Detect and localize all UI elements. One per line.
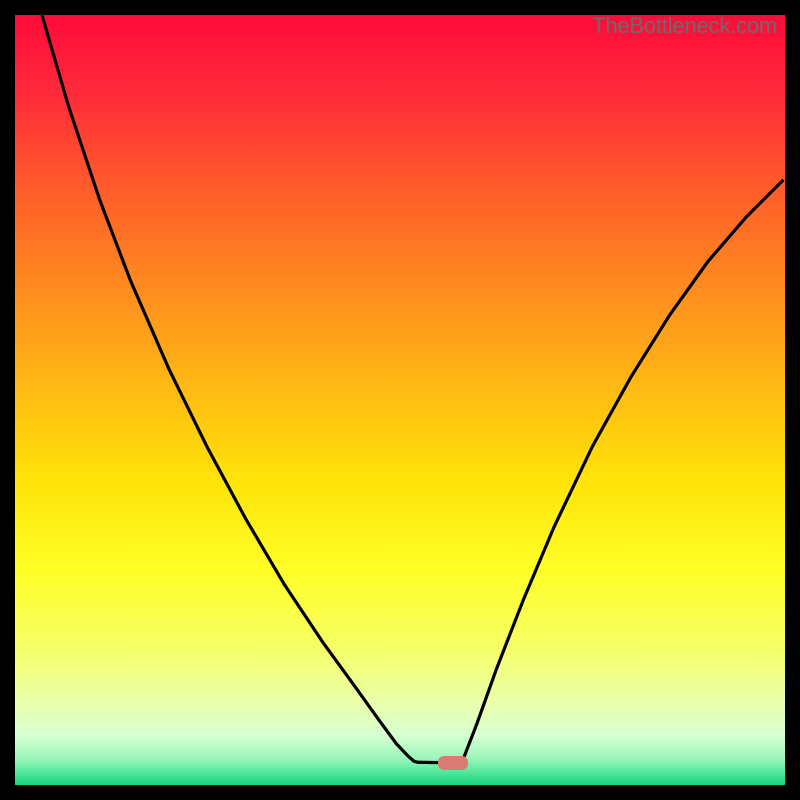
optimum-marker — [438, 756, 468, 770]
watermark-text: TheBottleneck.com — [592, 13, 777, 39]
plot-area: TheBottleneck.com — [15, 15, 785, 785]
bottleneck-curve — [15, 15, 785, 785]
chart-frame: TheBottleneck.com — [0, 0, 800, 800]
